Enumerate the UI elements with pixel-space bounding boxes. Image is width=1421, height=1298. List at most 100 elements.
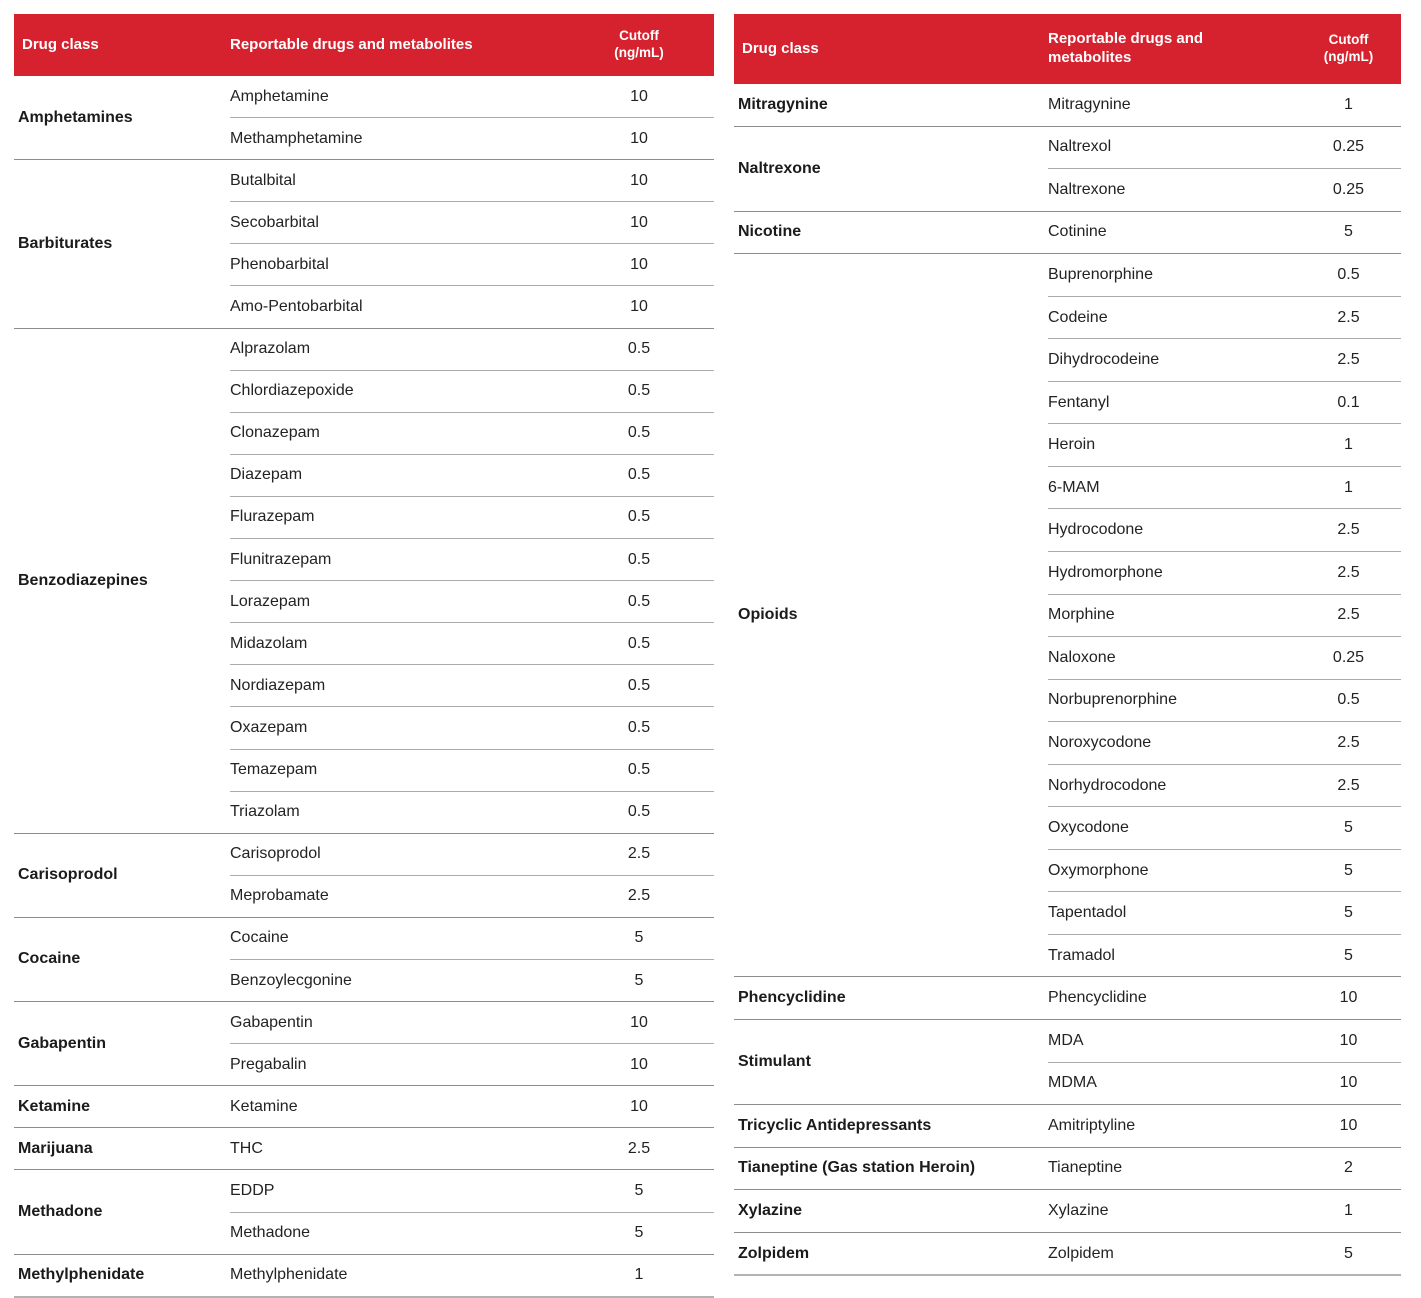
cutoff-value: 5 — [1344, 819, 1353, 837]
drug-name: Methylphenidate — [230, 1266, 348, 1284]
table-row: Zolpidem 5 — [1048, 1233, 1401, 1275]
cutoff-value: 10 — [630, 1097, 648, 1115]
drug-name: Tapentadol — [1048, 904, 1127, 922]
cutoff-value: 0.5 — [627, 634, 651, 652]
drug-rows: Zolpidem 5 — [1048, 1233, 1401, 1275]
drug-class-group: Naltrexone Naltrexol 0.25 Naltrexone 0.25 — [734, 125, 1401, 211]
drug-class-group: Methadone EDDP 5 Methadone 5 — [14, 1169, 714, 1253]
cutoff-value: 0.5 — [627, 340, 651, 358]
table-row: Chlordiazepoxide 0.5 — [230, 369, 714, 412]
drug-rows: EDDP 5 Methadone 5 — [230, 1170, 714, 1253]
cutoff-value: 5 — [1344, 946, 1353, 964]
drug-name: Norhydrocodone — [1048, 776, 1167, 794]
cutoff-value: 0.5 — [627, 803, 651, 821]
cutoff-value: 1 — [1344, 436, 1353, 454]
drug-name: Nordiazepam — [230, 676, 326, 694]
drug-class-cell: Phencyclidine — [738, 989, 846, 1007]
cutoff-value: 0.25 — [1332, 648, 1365, 666]
drug-class-cell: Methadone — [18, 1203, 103, 1221]
cutoff-value: 0.5 — [627, 676, 651, 694]
table-row: Xylazine 1 — [1048, 1190, 1401, 1232]
table-row: Mitragynine 1 — [1048, 84, 1401, 126]
drug-class-group: Ketamine Ketamine 10 — [14, 1085, 714, 1127]
cutoff-value: 1 — [634, 1266, 644, 1284]
drug-class-group: Methylphenidate Methylphenidate 1 — [14, 1253, 714, 1296]
drug-name: Phencyclidine — [1048, 989, 1147, 1007]
cutoff-value: 10 — [630, 255, 648, 273]
drug-class-group: Xylazine Xylazine 1 — [734, 1189, 1401, 1232]
cutoff-value: 0.25 — [1332, 138, 1365, 156]
drug-name: Dihydrocodeine — [1048, 351, 1160, 369]
table-row: MDMA 10 — [1048, 1061, 1401, 1105]
table-row: Pregabalin 10 — [230, 1043, 714, 1085]
drug-class-group: Mitragynine Mitragynine 1 — [734, 84, 1401, 126]
cutoff-value: 2 — [1344, 1159, 1353, 1177]
cutoff-value: 0.5 — [1337, 265, 1360, 283]
drug-name: Carisoprodol — [230, 845, 321, 863]
drug-name: EDDP — [230, 1181, 275, 1199]
cutoff-value: 5 — [1344, 904, 1353, 922]
table-row: Phenobarbital 10 — [230, 243, 714, 285]
cutoff-value: 10 — [630, 213, 648, 231]
drug-rows: Butalbital 10 Secobarbital 10 Phenobarbital 1… — [230, 160, 714, 327]
drug-class-group: Opioids Buprenorphine 0.5 Codeine 2.5 Dihydro… — [734, 253, 1401, 976]
table-row: Secobarbital 10 — [230, 201, 714, 243]
drug-name: Naloxone — [1048, 648, 1116, 666]
table-row: Meprobamate 2.5 — [230, 874, 714, 917]
cutoff-value: 0.5 — [627, 761, 651, 779]
drug-name: Chlordiazepoxide — [230, 382, 354, 400]
drug-class-cell: Tianeptine (Gas station Heroin) — [738, 1159, 976, 1177]
cutoff-value: 2.5 — [627, 1139, 651, 1157]
drug-class-cell: Ketamine — [18, 1097, 91, 1115]
cutoff-value: 10 — [630, 129, 648, 147]
drug-name: MDA — [1048, 1031, 1084, 1049]
table-body-left: Amphetamines Amphetamine 10 Methamphetamine… — [14, 76, 714, 1298]
cutoff-value: 2.5 — [1337, 606, 1360, 624]
drug-class-cell: Benzodiazepines — [18, 571, 148, 589]
drug-name: Pregabalin — [230, 1055, 307, 1073]
cutoff-value: 0.5 — [627, 508, 651, 526]
drug-class-group: Tianeptine (Gas station Heroin) Tianeptin… — [734, 1146, 1401, 1190]
cutoff-value: 5 — [634, 929, 644, 947]
drug-name: Clonazepam — [230, 424, 320, 442]
drug-class-cell: Cocaine — [18, 950, 81, 968]
drug-rows: Mitragynine 1 — [1048, 84, 1401, 126]
table-row: Noroxycodone 2.5 — [1048, 721, 1401, 764]
drug-class-cell: Zolpidem — [738, 1244, 810, 1262]
drug-name: Tianeptine — [1048, 1159, 1123, 1177]
table-row: Methadone 5 — [230, 1211, 714, 1254]
column-header-drug-class: Drug class — [22, 35, 99, 53]
table-row: Norbuprenorphine 0.5 — [1048, 678, 1401, 722]
reportable-drugs-table-right: Drug class Reportable drugs and metaboli… — [734, 14, 1401, 1277]
drug-name: Amphetamine — [230, 87, 329, 105]
cutoff-value: 10 — [630, 87, 648, 105]
column-header-reportable-drugs: Reportable drugs and metabolites — [1048, 30, 1204, 66]
drug-rows: THC 2.5 — [230, 1128, 714, 1169]
cutoff-value: 2.5 — [1337, 351, 1360, 369]
cutoff-value: 0.5 — [1337, 691, 1360, 709]
table-row: Dihydrocodeine 2.5 — [1048, 338, 1401, 381]
table-row: Alprazolam 0.5 — [230, 329, 714, 370]
cutoff-value: 10 — [630, 298, 648, 316]
drug-name: Zolpidem — [1048, 1244, 1114, 1262]
drug-name: Norbuprenorphine — [1048, 691, 1177, 709]
drug-class-group: Cocaine Cocaine 5 Benzoylecgonine 5 — [14, 916, 714, 1001]
drug-class-group: Stimulant MDA 10 MDMA 10 — [734, 1019, 1401, 1104]
drug-rows: Ketamine 10 — [230, 1086, 714, 1127]
cutoff-value: 0.5 — [627, 382, 651, 400]
drug-class-group: Benzodiazepines Alprazolam 0.5 Chlordiazepo… — [14, 327, 714, 833]
drug-class-cell: Methylphenidate — [18, 1266, 145, 1284]
table-row: Midazolam 0.5 — [230, 622, 714, 664]
drug-name: Gabapentin — [230, 1013, 313, 1031]
table-row: Fentanyl 0.1 — [1048, 380, 1401, 424]
drug-class-cell: Tricyclic Antidepressants — [738, 1116, 932, 1134]
drug-class-group: Carisoprodol Carisoprodol 2.5 Meprobamate 2.… — [14, 832, 714, 917]
table-row: Codeine 2.5 — [1048, 295, 1401, 339]
drug-name: Amitriptyline — [1048, 1116, 1136, 1134]
cutoff-value: 0.5 — [627, 424, 651, 442]
cutoff-value: 0.25 — [1332, 180, 1365, 198]
drug-name: Phenobarbital — [230, 255, 329, 273]
drug-name: Naltrexone — [1048, 180, 1126, 198]
cutoff-value: 2.5 — [627, 887, 651, 905]
table-row: Ketamine 10 — [230, 1086, 714, 1127]
